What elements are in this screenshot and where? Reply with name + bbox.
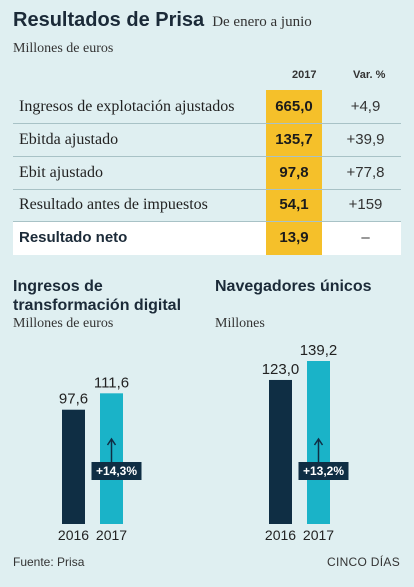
chart-title-digital: Ingresos de transformación digital [13,278,182,314]
bar-year-label-2017: 2017 [96,527,127,543]
row-var-ingresos: +4,9 [350,98,381,115]
row-divider [13,156,401,157]
row-var-resultado-antes: +159 [348,196,383,213]
row-var-ebitda: +39,9 [346,131,385,148]
bar-value-label-2016: 97,6 [59,391,88,408]
bar-value-label-2016: 123,0 [262,361,300,378]
net-row-background-right [322,221,401,255]
arrow-up-icon [313,437,324,446]
change-badge-label: +13,2% [303,464,344,478]
bar-year-label-2016: 2016 [58,527,89,543]
row-var-resultado-neto: – [361,229,370,246]
table-units: Millones de euros [13,41,114,56]
bar-value-label-2017: 111,6 [94,374,129,391]
page-subtitle: De enero a junio [212,14,312,30]
row-label-resultado-neto: Resultado neto [19,229,128,246]
brand-logo: CINCO DÍAS [326,555,400,569]
row-value-resultado-antes: 54,1 [279,196,309,213]
bar-year-label-2016: 2016 [265,527,296,543]
row-label-ingresos: Ingresos de explotación ajustados [19,98,235,115]
row-label-resultado-antes: Resultado antes de impuestos [19,196,208,213]
column-header-variation: Var. % [353,69,386,81]
highlight-column [266,90,322,255]
chart-units-navegadores: Millones [215,316,265,331]
bar-2016 [62,409,85,524]
column-header-year: 2017 [292,69,317,81]
chart-digital: 97,6 2016 111,6 2017 +14,3% [58,374,142,543]
row-label-ebit: Ebit ajustado [19,164,103,181]
change-badge [91,462,142,480]
row-value-ingresos: 665,0 [275,98,313,115]
row-value-ebit: 97,8 [279,164,309,181]
page-title: Resultados de Prisa [13,9,205,31]
row-divider [13,221,401,222]
row-value-ebitda: 135,7 [275,131,313,148]
chart-units-digital: Millones de euros [13,316,114,331]
arrow-up-icon [106,437,117,446]
change-badge [298,462,349,480]
source-note: Fuente: Prisa [13,555,85,569]
chart-navegadores: 123,0 2016 139,2 2017 +13,2% [262,342,349,543]
bar-2016 [269,379,292,524]
header: Resultados de Prisa De enero a junio [13,9,312,32]
row-divider [13,123,401,124]
chart-title-navegadores: Navegadores únicos [215,278,372,295]
row-divider [13,189,401,190]
net-row-background [13,221,266,255]
row-var-ebit: +77,8 [346,164,385,181]
row-label-ebitda: Ebitda ajustado [19,131,119,148]
bar-year-label-2017: 2017 [303,527,334,543]
row-value-resultado-neto: 13,9 [279,229,309,246]
change-badge-label: +14,3% [96,464,137,478]
bar-value-label-2017: 139,2 [300,342,338,359]
